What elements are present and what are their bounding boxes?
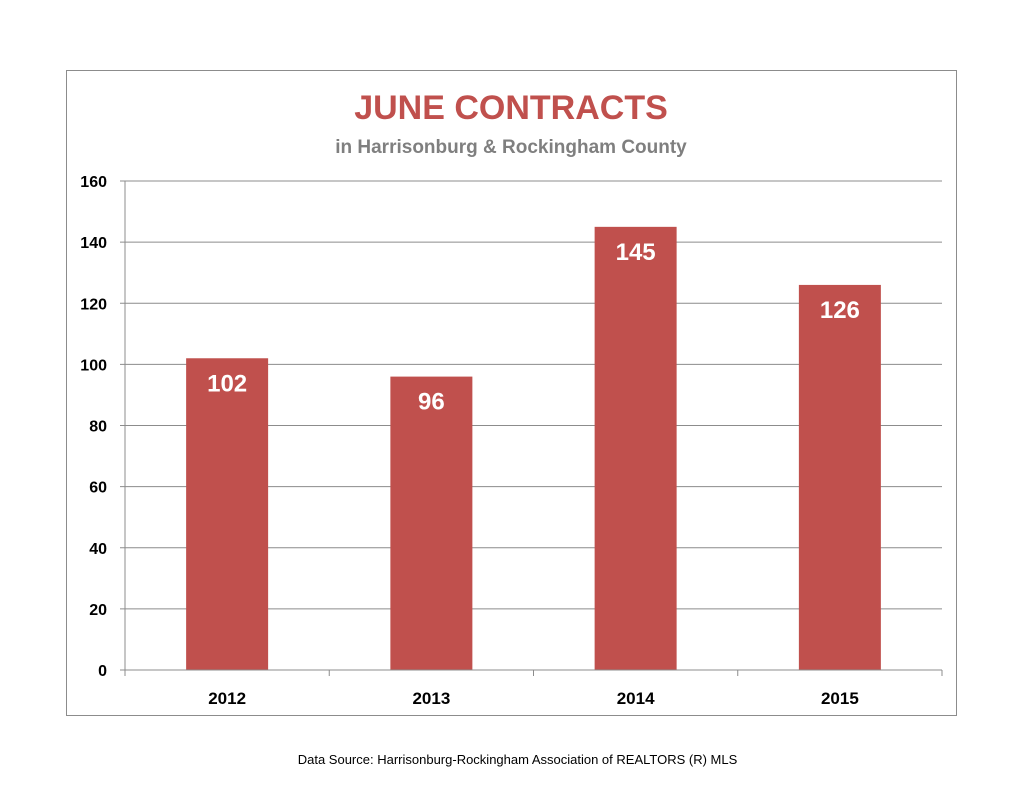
bar [594, 226, 677, 670]
x-tick-label: 2013 [412, 689, 450, 708]
y-tick-label: 140 [80, 235, 107, 252]
bar-chart: JUNE CONTRACTS in Harrisonburg & Rocking… [80, 89, 943, 708]
y-tick-label: 120 [80, 296, 107, 313]
axes [120, 180, 943, 676]
bar [390, 376, 473, 670]
bar [186, 358, 269, 670]
y-tick-label: 20 [89, 602, 107, 619]
data-label: 145 [616, 239, 656, 266]
x-tick-label: 2014 [617, 689, 655, 708]
y-tick-label: 80 [89, 419, 107, 436]
labels: 0 20 40 60 80 100 120 140 160 102 2012 96 2013 145 201… [80, 174, 860, 708]
x-tick-label: 2012 [208, 689, 246, 708]
bars [186, 226, 881, 670]
data-label: 102 [207, 370, 247, 397]
y-tick-label: 100 [80, 357, 107, 374]
data-source-note: Data Source: Harrisonburg-Rockingham Ass… [297, 752, 738, 767]
y-tick-label: 160 [80, 174, 107, 191]
data-label: 126 [820, 297, 860, 324]
chart-subtitle: in Harrisonburg & Rockingham County [335, 137, 687, 158]
data-label: 96 [418, 389, 445, 416]
x-tick-label: 2015 [821, 689, 859, 708]
chart-title: JUNE CONTRACTS [354, 89, 668, 127]
bar [798, 284, 881, 670]
y-tick-label: 60 [89, 480, 107, 497]
y-tick-label: 40 [89, 541, 107, 558]
y-tick-label: 0 [98, 663, 107, 680]
